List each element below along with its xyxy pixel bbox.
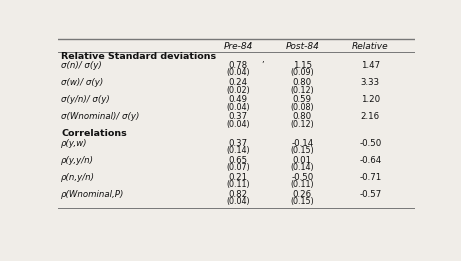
- Text: (0.04): (0.04): [226, 68, 250, 78]
- Text: 0.24: 0.24: [229, 78, 248, 87]
- Text: σ(Wnominal)/ σ(y): σ(Wnominal)/ σ(y): [61, 112, 140, 121]
- Text: -0.50: -0.50: [359, 139, 381, 148]
- Text: 0.49: 0.49: [229, 95, 248, 104]
- Text: (0.08): (0.08): [290, 103, 314, 111]
- Text: Relative Standard deviations: Relative Standard deviations: [61, 52, 216, 61]
- Text: (0.02): (0.02): [226, 86, 250, 94]
- Text: 0.26: 0.26: [293, 190, 312, 199]
- Text: 0.80: 0.80: [293, 112, 312, 121]
- Text: Pre-84: Pre-84: [224, 42, 253, 51]
- Text: (0.15): (0.15): [290, 146, 314, 155]
- Text: (0.12): (0.12): [290, 120, 314, 129]
- Text: ρ(y,y/n): ρ(y,y/n): [61, 156, 94, 165]
- Text: (0.11): (0.11): [226, 180, 250, 189]
- Text: σ(n)/ σ(y): σ(n)/ σ(y): [61, 61, 102, 70]
- Text: (0.04): (0.04): [226, 120, 250, 129]
- Text: (0.14): (0.14): [290, 163, 314, 172]
- Text: 0.65: 0.65: [229, 156, 248, 165]
- Text: -0.14: -0.14: [291, 139, 313, 148]
- Text: (0.04): (0.04): [226, 103, 250, 111]
- Text: 0.01: 0.01: [293, 156, 312, 165]
- Text: -0.64: -0.64: [359, 156, 381, 165]
- Text: 1.20: 1.20: [361, 95, 380, 104]
- Text: -0.71: -0.71: [359, 173, 381, 182]
- Text: (0.14): (0.14): [226, 146, 250, 155]
- Text: 0.80: 0.80: [293, 78, 312, 87]
- Text: ρ(n,y/n): ρ(n,y/n): [61, 173, 95, 182]
- Text: 3.33: 3.33: [361, 78, 380, 87]
- Text: -0.57: -0.57: [359, 190, 381, 199]
- Text: 1.47: 1.47: [361, 61, 380, 70]
- Text: ’: ’: [262, 61, 264, 70]
- Text: 0.82: 0.82: [229, 190, 248, 199]
- Text: σ(y/n)/ σ(y): σ(y/n)/ σ(y): [61, 95, 110, 104]
- Text: 0.37: 0.37: [229, 112, 248, 121]
- Text: 0.21: 0.21: [229, 173, 248, 182]
- Text: (0.12): (0.12): [290, 86, 314, 94]
- Text: 1.15: 1.15: [293, 61, 312, 70]
- Text: (0.09): (0.09): [290, 68, 314, 78]
- Text: (0.15): (0.15): [290, 197, 314, 206]
- Text: 0.37: 0.37: [229, 139, 248, 148]
- Text: Post-84: Post-84: [285, 42, 319, 51]
- Text: 0.78: 0.78: [229, 61, 248, 70]
- Text: Correlations: Correlations: [61, 129, 127, 138]
- Text: Relative: Relative: [352, 42, 389, 51]
- Text: (0.07): (0.07): [226, 163, 250, 172]
- Text: (0.04): (0.04): [226, 197, 250, 206]
- Text: 2.16: 2.16: [361, 112, 380, 121]
- Text: (0.11): (0.11): [290, 180, 314, 189]
- Text: σ(w)/ σ(y): σ(w)/ σ(y): [61, 78, 103, 87]
- Text: ρ(y,w): ρ(y,w): [61, 139, 88, 148]
- Text: ρ(Wnominal,P): ρ(Wnominal,P): [61, 190, 124, 199]
- Text: -0.50: -0.50: [291, 173, 313, 182]
- Text: 0.59: 0.59: [293, 95, 312, 104]
